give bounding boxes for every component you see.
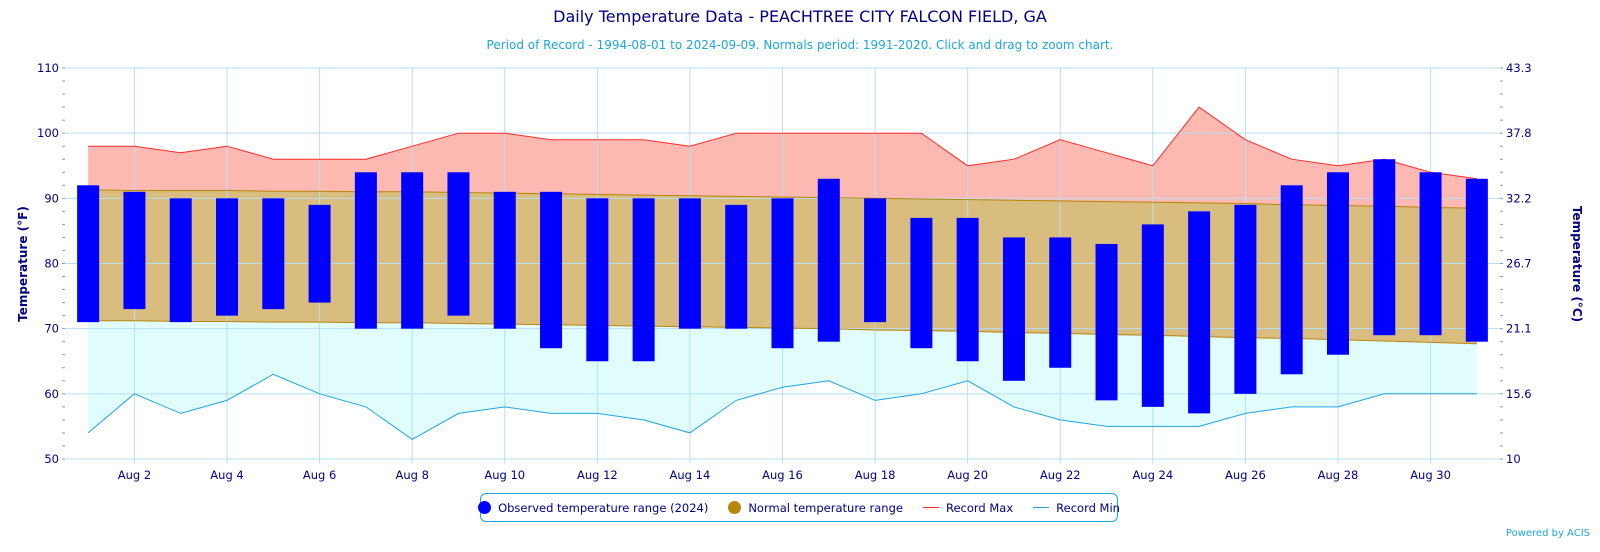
y-tick-label-left: 100 bbox=[37, 126, 59, 140]
y-tick-label-right: 26.7 bbox=[1506, 257, 1532, 271]
x-tick-label: Aug 4 bbox=[210, 468, 243, 482]
y-tick-label-right: 37.8 bbox=[1506, 126, 1532, 140]
observed-bar bbox=[1465, 178, 1488, 342]
credit-link[interactable]: Powered by ACIS bbox=[1505, 528, 1590, 539]
observed-bar bbox=[308, 204, 331, 303]
x-tick-label: Aug 12 bbox=[577, 468, 618, 482]
y-axis-title-right: Temperature (°C) bbox=[1570, 205, 1584, 323]
observed-bar bbox=[632, 198, 655, 362]
x-tick-label: Aug 28 bbox=[1318, 468, 1359, 482]
legend-item-normal[interactable]: Normal temperature range bbox=[728, 501, 903, 515]
observed-bar bbox=[910, 217, 933, 349]
x-tick-label: Aug 10 bbox=[484, 468, 525, 482]
chart-title: Daily Temperature Data - PEACHTREE CITY … bbox=[553, 7, 1047, 26]
observed-bar bbox=[771, 198, 794, 349]
line-marker-icon bbox=[1033, 507, 1050, 508]
observed-bar bbox=[586, 198, 609, 362]
line-marker-icon bbox=[922, 507, 939, 508]
y-tick-label-left: 80 bbox=[44, 257, 59, 271]
legend-label-record-max: Record Max bbox=[945, 500, 1014, 515]
chart-subtitle: Period of Record - 1994-08-01 to 2024-09… bbox=[486, 38, 1114, 52]
observed-bar bbox=[1095, 243, 1118, 401]
x-tick-label: Aug 16 bbox=[762, 468, 803, 482]
x-tick-label: Aug 22 bbox=[1040, 468, 1081, 482]
observed-bar bbox=[216, 198, 239, 316]
observed-bar bbox=[354, 172, 377, 329]
legend-label-observed: Observed temperature range (2024) bbox=[498, 500, 709, 515]
y-tick-label-right: 32.2 bbox=[1506, 191, 1532, 205]
observed-bar bbox=[1141, 224, 1164, 407]
y-axis-title-left: Temperature (°F) bbox=[16, 206, 30, 322]
circle-marker-icon bbox=[478, 501, 492, 514]
y-tick-label-right: 43.3 bbox=[1506, 61, 1532, 75]
observed-bar bbox=[817, 178, 840, 342]
observed-bar bbox=[1188, 211, 1211, 414]
y-tick-label-left: 110 bbox=[37, 61, 59, 75]
observed-bar bbox=[169, 198, 192, 323]
y-tick-label-right: 10 bbox=[1506, 452, 1521, 466]
observed-bar bbox=[493, 191, 516, 329]
observed-bar bbox=[864, 198, 887, 323]
observed-bar bbox=[1002, 237, 1025, 381]
y-tick-label-left: 90 bbox=[44, 191, 59, 205]
y-tick-label-left: 70 bbox=[44, 322, 59, 336]
normal-high-line bbox=[88, 189, 1477, 209]
x-tick-label: Aug 20 bbox=[947, 468, 988, 482]
x-tick-label: Aug 8 bbox=[395, 468, 428, 482]
observed-bar bbox=[1373, 159, 1396, 336]
legend-label-normal: Normal temperature range bbox=[748, 500, 903, 515]
legend-item-record-max[interactable]: Record Max bbox=[922, 500, 1014, 515]
legend-label-record-min: Record Min bbox=[1056, 500, 1120, 515]
observed-bar bbox=[401, 172, 424, 329]
observed-bar bbox=[123, 191, 146, 310]
record-max-line bbox=[88, 106, 1477, 180]
legend-item-record-min[interactable]: Record Min bbox=[1033, 501, 1120, 515]
observed-bar bbox=[262, 198, 285, 310]
x-tick-label: Aug 24 bbox=[1132, 468, 1173, 482]
observed-bars bbox=[77, 159, 1488, 414]
y-tick-label-left: 50 bbox=[44, 452, 59, 466]
y-tick-label-right: 21.1 bbox=[1506, 322, 1532, 336]
circle-marker-icon bbox=[728, 501, 742, 514]
observed-bar bbox=[1326, 172, 1349, 355]
observed-bar bbox=[678, 198, 701, 329]
x-tick-label: Aug 6 bbox=[303, 468, 336, 482]
record-min-line bbox=[87, 373, 1477, 440]
legend-item-observed[interactable]: Observed temperature range (2024) bbox=[478, 501, 708, 515]
x-tick-label: Aug 26 bbox=[1225, 468, 1266, 482]
x-tick-label: Aug 30 bbox=[1410, 468, 1451, 482]
y-tick-label-right: 15.6 bbox=[1506, 387, 1532, 401]
y-tick-label-left: 60 bbox=[44, 387, 59, 401]
observed-bar bbox=[956, 217, 979, 362]
observed-bar bbox=[725, 204, 748, 329]
axes: 50 60 70 80 90 100 110 10 15.6 21.1 26.7 32.2 37.8 43… bbox=[37, 61, 1532, 482]
observed-bar bbox=[447, 172, 470, 316]
observed-bar bbox=[1419, 172, 1442, 336]
observed-bar bbox=[77, 185, 100, 323]
x-tick-label: Aug 14 bbox=[670, 468, 711, 482]
x-tick-label: Aug 2 bbox=[118, 468, 151, 482]
observed-bar bbox=[1280, 185, 1303, 375]
observed-bar bbox=[1234, 204, 1257, 394]
x-tick-label: Aug 18 bbox=[855, 468, 896, 482]
observed-bar bbox=[1049, 237, 1072, 368]
area-fills bbox=[88, 107, 1477, 440]
observed-bar bbox=[540, 191, 563, 349]
chart-legend: Observed temperature range (2024) Normal… bbox=[478, 493, 1120, 522]
